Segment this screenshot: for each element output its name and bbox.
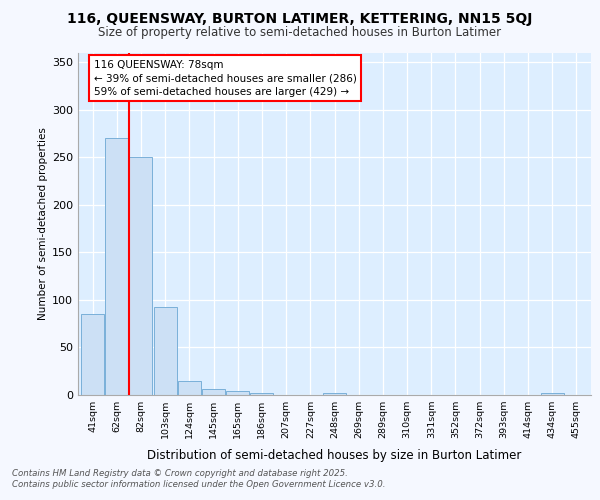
Bar (154, 306, 176, 395)
Bar (202, 390, 225, 395)
Bar (81, 314, 104, 395)
Bar (250, 393, 274, 395)
Bar (130, 157, 152, 395)
Text: Contains HM Land Registry data © Crown copyright and database right 2025.: Contains HM Land Registry data © Crown c… (12, 469, 348, 478)
Text: Contains public sector information licensed under the Open Government Licence v3: Contains public sector information licen… (12, 480, 386, 489)
Bar (541, 393, 564, 395)
Bar (105, 138, 128, 395)
Text: 116, QUEENSWAY, BURTON LATIMER, KETTERING, NN15 5QJ: 116, QUEENSWAY, BURTON LATIMER, KETTERIN… (67, 12, 533, 26)
Y-axis label: Number of semi-detached properties: Number of semi-detached properties (38, 128, 48, 320)
Bar (226, 391, 249, 395)
X-axis label: Distribution of semi-detached houses by size in Burton Latimer: Distribution of semi-detached houses by … (148, 450, 521, 462)
Text: Size of property relative to semi-detached houses in Burton Latimer: Size of property relative to semi-detach… (98, 26, 502, 39)
Bar (178, 380, 201, 395)
Text: 116 QUEENSWAY: 78sqm
← 39% of semi-detached houses are smaller (286)
59% of semi: 116 QUEENSWAY: 78sqm ← 39% of semi-detac… (94, 60, 356, 96)
Bar (323, 393, 346, 395)
